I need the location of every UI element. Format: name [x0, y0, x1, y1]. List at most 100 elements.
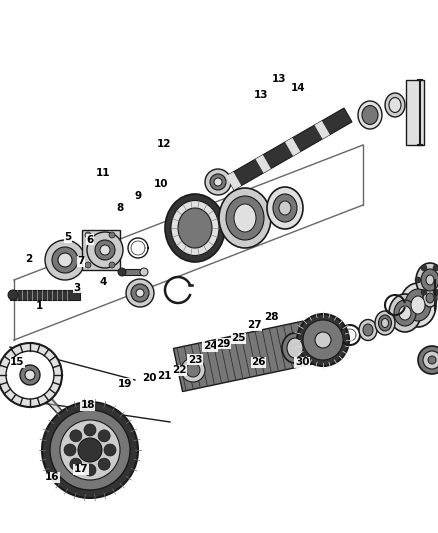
Circle shape [214, 178, 222, 186]
Text: 18: 18 [80, 400, 95, 410]
Bar [10, 290, 80, 300]
Ellipse shape [375, 311, 395, 335]
Circle shape [0, 343, 62, 407]
Text: 1: 1 [36, 302, 43, 311]
Text: 4: 4 [99, 278, 106, 287]
Ellipse shape [282, 333, 308, 363]
Text: 19: 19 [118, 379, 132, 389]
Circle shape [6, 351, 54, 399]
Circle shape [303, 320, 343, 360]
Ellipse shape [389, 294, 421, 332]
Circle shape [415, 277, 421, 283]
Circle shape [87, 232, 123, 268]
Circle shape [126, 279, 154, 307]
Ellipse shape [416, 263, 438, 297]
Circle shape [140, 268, 148, 276]
Ellipse shape [426, 275, 434, 285]
Polygon shape [226, 172, 241, 190]
Circle shape [8, 290, 18, 300]
Circle shape [42, 402, 138, 498]
Circle shape [418, 346, 438, 374]
Circle shape [421, 289, 427, 295]
Ellipse shape [378, 315, 392, 331]
Text: 28: 28 [264, 312, 279, 322]
Ellipse shape [381, 319, 389, 327]
Text: 17: 17 [74, 464, 88, 474]
Ellipse shape [287, 338, 303, 358]
Ellipse shape [219, 188, 271, 248]
Text: 3: 3 [73, 283, 80, 293]
Text: 20: 20 [141, 374, 156, 383]
Circle shape [85, 262, 91, 268]
Ellipse shape [358, 101, 382, 129]
Ellipse shape [273, 194, 297, 222]
Circle shape [100, 245, 110, 255]
Circle shape [52, 247, 78, 273]
Circle shape [131, 284, 149, 302]
Circle shape [205, 169, 231, 195]
Ellipse shape [426, 293, 434, 303]
Polygon shape [10, 347, 120, 480]
Ellipse shape [385, 93, 405, 117]
Circle shape [98, 430, 110, 442]
Circle shape [210, 174, 226, 190]
Circle shape [98, 458, 110, 470]
Circle shape [428, 356, 436, 364]
Ellipse shape [234, 204, 256, 232]
Text: 12: 12 [157, 139, 172, 149]
Circle shape [433, 289, 438, 295]
Circle shape [84, 424, 96, 436]
Ellipse shape [363, 324, 373, 336]
Ellipse shape [267, 187, 303, 229]
Text: 8: 8 [117, 203, 124, 213]
Circle shape [60, 420, 120, 480]
Text: 5: 5 [64, 232, 71, 242]
Circle shape [78, 438, 102, 462]
Polygon shape [255, 155, 271, 173]
Ellipse shape [421, 269, 438, 291]
Circle shape [315, 332, 331, 348]
Text: 7: 7 [78, 256, 85, 266]
Text: 15: 15 [10, 358, 25, 367]
Polygon shape [314, 121, 330, 139]
Ellipse shape [423, 289, 437, 307]
Circle shape [109, 262, 115, 268]
Ellipse shape [279, 201, 291, 215]
Circle shape [186, 363, 200, 377]
Text: 10: 10 [154, 179, 169, 189]
Text: 26: 26 [251, 358, 266, 367]
Text: 11: 11 [95, 168, 110, 178]
Text: 30: 30 [295, 358, 310, 367]
Ellipse shape [399, 306, 411, 320]
Text: 25: 25 [231, 334, 246, 343]
Text: 21: 21 [157, 371, 172, 381]
Text: 24: 24 [203, 342, 218, 351]
Bar [406, 80, 424, 145]
Circle shape [109, 232, 115, 238]
Text: 16: 16 [45, 472, 60, 482]
Ellipse shape [362, 106, 378, 125]
Circle shape [70, 458, 82, 470]
Circle shape [104, 444, 116, 456]
Circle shape [50, 410, 130, 490]
Text: 27: 27 [247, 320, 261, 330]
Text: 23: 23 [187, 355, 202, 365]
Circle shape [423, 351, 438, 369]
Ellipse shape [171, 200, 219, 255]
Circle shape [64, 444, 76, 456]
Circle shape [25, 370, 35, 380]
Circle shape [421, 265, 427, 271]
Circle shape [58, 253, 72, 267]
Ellipse shape [359, 319, 377, 341]
Circle shape [70, 430, 82, 442]
Bar [82, 230, 120, 270]
Circle shape [118, 268, 126, 276]
Text: 6: 6 [86, 235, 93, 245]
Bar [122, 269, 144, 275]
Circle shape [95, 240, 115, 260]
Text: 13: 13 [272, 74, 287, 84]
Text: 22: 22 [172, 366, 187, 375]
Circle shape [297, 314, 349, 366]
Polygon shape [226, 108, 352, 190]
Polygon shape [173, 319, 325, 392]
